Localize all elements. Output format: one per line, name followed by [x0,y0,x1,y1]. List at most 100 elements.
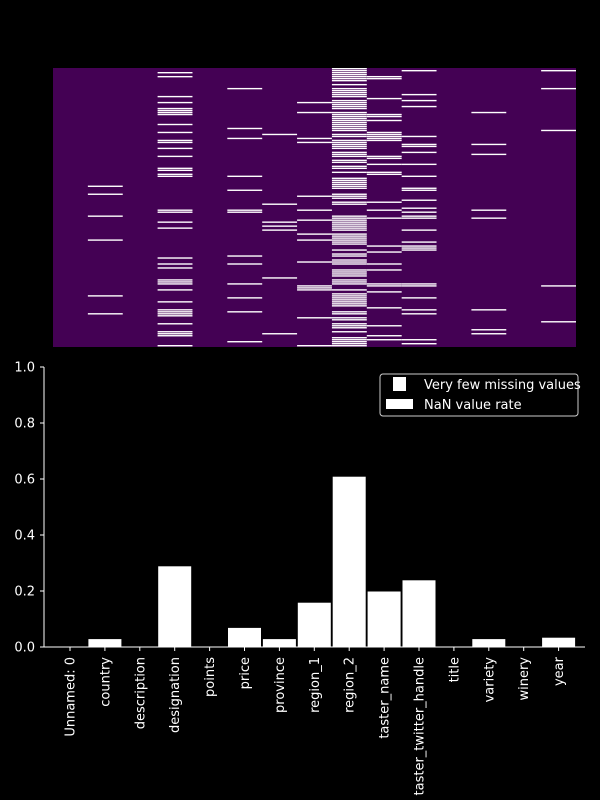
bar-designation [157,565,193,648]
x-ticks: Unnamed: 0 country description designation p… [64,647,567,795]
heatmap-missing-mark [157,345,193,347]
heatmap-missing-mark [331,317,367,319]
heatmap-missing-mark [331,261,367,263]
heatmap-column-taster-name [366,75,402,341]
heatmap-missing-mark [157,301,193,303]
heatmap-missing-mark [331,271,367,273]
heatmap-missing-mark [331,89,367,92]
heatmap-missing-mark [331,217,367,219]
heatmap-missing-mark [331,179,367,181]
heatmap-missing-mark [331,311,367,313]
heatmap-missing-mark [87,215,123,217]
x-tick-label-winery: winery [517,657,532,701]
x-tick-label-price: price [238,657,253,689]
heatmap-missing-mark [331,263,367,265]
heatmap-missing-mark [87,185,123,187]
heatmap-missing-mark [331,71,367,74]
heatmap-missing-mark [331,69,367,72]
heatmap-missing-mark [297,101,332,104]
heatmap-missing-mark [157,71,193,74]
heatmap-missing-mark [401,249,437,251]
heatmap-missing-mark [227,209,263,211]
heatmap-missing-mark [227,127,263,130]
heatmap-missing-mark [87,313,123,315]
heatmap-missing-mark [262,229,298,231]
heatmap-missing-mark [401,339,437,341]
heatmap-missing-mark [401,189,437,191]
heatmap-missing-mark [401,241,437,243]
heatmap-missing-mark [331,115,367,118]
heatmap-missing-mark [227,137,263,140]
heatmap-missing-mark [401,69,437,72]
heatmap-missing-mark [157,333,193,335]
legend: Very few missing values NaN value rate [379,373,581,417]
heatmap-missing-mark [366,173,402,176]
heatmap-missing-mark [331,227,367,229]
heatmap-missing-mark [331,303,367,305]
heatmap-missing-mark [331,337,367,339]
heatmap-missing-mark [331,241,367,243]
heatmap-missing-mark [331,155,367,158]
heatmap-missing-mark [471,329,507,331]
heatmap-missing-mark [331,185,367,187]
heatmap-missing-mark [331,283,367,285]
heatmap-missing-mark [157,313,193,315]
heatmap-missing-mark [331,279,367,281]
heatmap-missing-mark [331,87,367,90]
heatmap-missing-mark [262,203,298,205]
heatmap-missing-mark [331,117,367,120]
heatmap-missing-mark [331,253,367,255]
y-tick-label: 1.0 [14,361,35,376]
heatmap-missing-mark [331,281,367,283]
heatmap-missing-mark [331,325,367,327]
heatmap-missing-mark [157,331,193,333]
heatmap-missing-mark [157,131,193,134]
heatmap-missing-mark [227,341,263,343]
heatmap-missing-mark [331,91,367,94]
heatmap-missing-mark [331,195,367,197]
heatmap-missing-mark [471,217,507,219]
x-tick-label-unnamed-0: Unnamed: 0 [64,657,79,737]
heatmap-missing-mark [331,127,367,130]
heatmap-missing-mark [297,287,332,289]
heatmap-missing-mark [157,283,193,285]
heatmap-missing-mark [331,295,367,297]
heatmap-missing-mark [297,233,332,235]
heatmap-missing-mark [262,277,298,279]
heatmap-column-price [227,87,263,343]
heatmap-column-designation [157,71,193,347]
heatmap-missing-mark [366,157,402,160]
heatmap-missing-mark [87,239,123,241]
heatmap-missing-mark [366,137,402,140]
heatmap-missing-mark [331,177,367,180]
heatmap-missing-mark [87,193,123,195]
heatmap-missing-mark [331,93,367,96]
heatmap-missing-mark [366,325,402,327]
heatmap-missing-mark [401,199,437,201]
heatmap-missing-mark [401,143,437,146]
x-tick-label-description: description [133,657,148,729]
heatmap-missing-mark [366,97,402,100]
heatmap-missing-mark [331,293,367,295]
heatmap-missing-mark [331,135,367,138]
heatmap-missing-mark [157,167,193,170]
heatmap-missing-mark [331,345,367,347]
heatmap-missing-mark [331,181,367,183]
heatmap-missing-mark [331,103,367,106]
x-tick-label-taster-twitter-handle: taster_twitter_handle [413,657,428,795]
heatmap-missing-mark [157,335,193,337]
heatmap-missing-mark [471,111,507,114]
heatmap-missing-mark [331,121,367,124]
heatmap-missing-mark [331,165,367,168]
legend-label-nan-rate: NaN value rate [424,398,522,413]
x-tick-label-title: title [447,657,462,682]
bar-year [541,636,577,648]
heatmap-missing-mark [331,305,367,307]
heatmap-missing-mark [157,169,193,172]
heatmap-missing-mark [331,225,367,227]
heatmap-missing-mark [331,239,367,241]
heatmap-missing-mark [366,115,402,118]
bar-variety [471,638,507,648]
heatmap-missing-mark [157,309,193,311]
x-tick-label-region-2: region_2 [343,657,358,713]
